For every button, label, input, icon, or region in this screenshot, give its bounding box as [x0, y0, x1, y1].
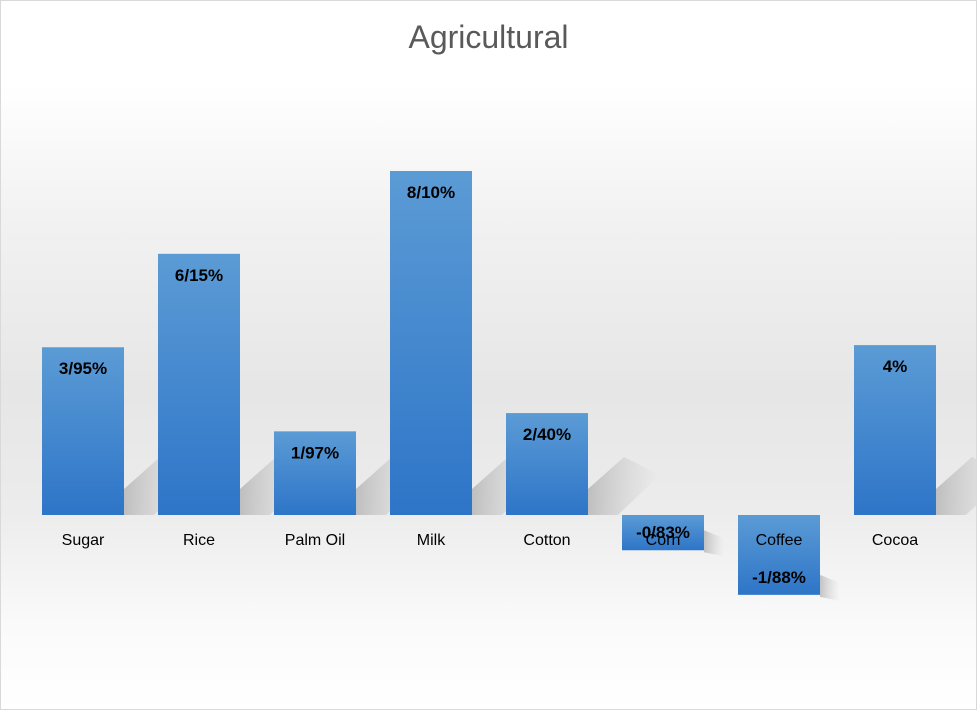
x-tick-label-palm-oil: Palm Oil: [285, 532, 345, 549]
x-tick-label-sugar: Sugar: [62, 532, 105, 549]
x-tick-label-cotton: Cotton: [523, 532, 570, 549]
data-label-cotton: 2/40%: [523, 425, 571, 444]
data-label-cocoa: 4%: [883, 357, 908, 376]
bar-rice: [158, 253, 240, 515]
bar-corn: [622, 515, 704, 551]
data-label-sugar: 3/95%: [59, 359, 107, 378]
labels: Sugar 3/95% Rice 6/15% Palm Oil 1/97% Milk 8/10…: [59, 183, 918, 587]
bar-milk: [390, 171, 472, 515]
bar-coffee: [738, 515, 820, 595]
bar-palm-oil: [274, 431, 356, 515]
data-label-rice: 6/15%: [175, 266, 223, 285]
data-label-coffee: -1/88%: [752, 568, 806, 587]
bar-shadow-cocoa: [936, 457, 976, 515]
data-label-palm-oil: 1/97%: [291, 443, 339, 462]
bar-sugar: [42, 347, 124, 515]
bar-shadow-cotton: [588, 457, 660, 515]
bar-cotton: [506, 413, 588, 515]
bar-shadow-corn: [704, 530, 724, 557]
x-tick-label-corn: Corn: [646, 532, 681, 549]
x-tick-label-milk: Milk: [417, 532, 446, 549]
x-tick-label-cocoa: Cocoa: [872, 532, 918, 549]
data-label-corn: -0/83%: [636, 523, 690, 542]
chart-title: Agricultural: [408, 19, 569, 55]
bar-cocoa: [854, 345, 936, 515]
bars: [42, 171, 936, 595]
data-label-milk: 8/10%: [407, 183, 455, 202]
bar-shadow-coffee: [820, 574, 840, 601]
x-tick-label-rice: Rice: [183, 532, 215, 549]
x-tick-label-coffee: Coffee: [756, 532, 803, 549]
